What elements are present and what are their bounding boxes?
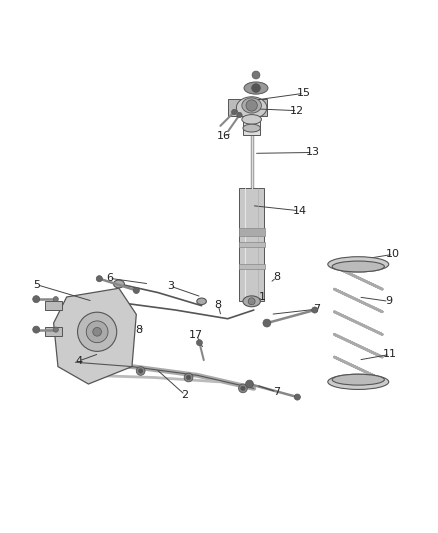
Ellipse shape (243, 124, 260, 132)
Text: 5: 5 (34, 280, 41, 290)
Text: 15: 15 (297, 88, 311, 98)
Ellipse shape (113, 280, 124, 288)
Circle shape (263, 319, 271, 327)
Text: 1: 1 (259, 292, 266, 302)
Circle shape (53, 296, 58, 302)
Bar (239, 242, 265, 247)
Bar (45, 327, 62, 336)
Circle shape (136, 367, 145, 375)
Circle shape (237, 112, 242, 118)
Text: 11: 11 (383, 350, 397, 359)
Ellipse shape (328, 374, 389, 390)
Circle shape (196, 340, 202, 346)
Circle shape (33, 326, 40, 333)
Ellipse shape (197, 298, 206, 304)
Circle shape (294, 394, 300, 400)
Text: 7: 7 (273, 387, 280, 397)
Circle shape (133, 287, 139, 294)
Circle shape (252, 84, 260, 92)
Circle shape (53, 327, 58, 332)
Text: 16: 16 (216, 131, 230, 141)
Bar (228, 99, 267, 116)
Ellipse shape (332, 261, 385, 272)
Bar (239, 264, 265, 269)
Circle shape (184, 373, 193, 382)
Ellipse shape (242, 98, 261, 113)
Text: 17: 17 (189, 330, 203, 340)
Text: 4: 4 (75, 356, 82, 366)
Circle shape (312, 307, 318, 313)
Text: 8: 8 (135, 326, 142, 335)
Bar (239, 228, 265, 236)
Bar (243, 119, 260, 135)
Circle shape (96, 276, 102, 282)
Text: 12: 12 (290, 106, 304, 116)
Bar (240, 188, 264, 301)
Circle shape (241, 386, 245, 391)
Text: 14: 14 (293, 206, 307, 216)
Ellipse shape (237, 97, 267, 118)
Ellipse shape (332, 374, 385, 385)
Text: 9: 9 (385, 296, 392, 306)
Circle shape (232, 109, 237, 115)
Text: 2: 2 (181, 390, 189, 400)
Circle shape (93, 327, 102, 336)
Circle shape (239, 384, 247, 393)
Circle shape (246, 380, 253, 388)
Text: 8: 8 (215, 300, 222, 310)
Circle shape (248, 298, 255, 305)
Circle shape (186, 375, 191, 379)
Text: 6: 6 (106, 273, 113, 283)
Bar (45, 301, 62, 310)
Circle shape (78, 312, 117, 351)
Ellipse shape (242, 115, 261, 124)
Circle shape (252, 71, 260, 79)
Ellipse shape (243, 296, 260, 307)
Circle shape (138, 369, 143, 373)
Circle shape (246, 100, 257, 111)
Circle shape (86, 321, 108, 343)
Text: 10: 10 (386, 249, 400, 260)
Ellipse shape (328, 257, 389, 272)
Circle shape (33, 296, 40, 303)
Text: 7: 7 (313, 304, 321, 314)
Ellipse shape (244, 82, 268, 94)
Text: 3: 3 (167, 281, 174, 291)
Polygon shape (53, 288, 136, 384)
Text: 8: 8 (273, 272, 280, 282)
Text: 13: 13 (306, 148, 320, 157)
